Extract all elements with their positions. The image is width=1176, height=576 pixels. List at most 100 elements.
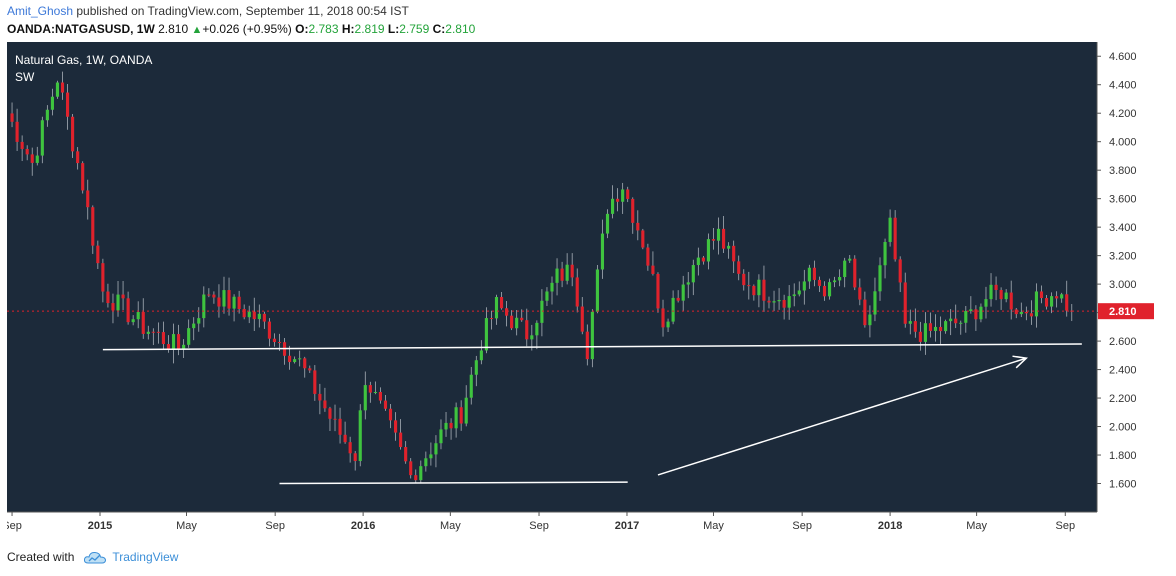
candle-body	[833, 280, 837, 283]
candle-body	[419, 466, 423, 481]
candle-body	[86, 190, 90, 208]
support-line	[102, 343, 1082, 351]
candle-body	[1070, 310, 1074, 312]
candle-body	[505, 308, 509, 316]
x-tick-label: May	[703, 520, 724, 532]
candle-body	[898, 259, 902, 283]
candle-body	[348, 442, 352, 454]
x-tick-label: 2017	[615, 520, 639, 532]
candle-body	[722, 228, 726, 249]
candle-body	[192, 323, 196, 329]
candle-body	[298, 358, 302, 360]
price-axis[interactable]	[1097, 42, 1169, 512]
candle-body	[81, 163, 85, 191]
candle-body	[202, 294, 206, 319]
candle-body	[197, 318, 201, 324]
tradingview-link[interactable]: TradingView	[112, 550, 179, 564]
y-tick-label: 3.000	[1109, 279, 1137, 291]
candle-body	[414, 475, 418, 481]
y-tick-label: 3.800	[1109, 165, 1137, 177]
candle-body	[20, 141, 24, 149]
candle-body	[353, 453, 357, 462]
candle-body	[439, 429, 443, 444]
tradingview-logo-icon	[84, 551, 107, 563]
candle-body	[585, 331, 589, 360]
chart-container[interactable]: 1.6001.8002.0002.2002.4002.6002.8003.000…	[2, 42, 1169, 540]
candle-body	[979, 306, 983, 320]
footer: Created with TradingView	[7, 550, 178, 564]
candle-body	[661, 308, 665, 328]
candle-body	[706, 239, 710, 262]
candle-body	[494, 297, 499, 319]
last-price: 2.810	[158, 22, 189, 36]
candle-body	[883, 241, 887, 266]
x-tick-label: 2015	[88, 520, 112, 532]
author-link[interactable]: Amit_Ghosh	[7, 4, 74, 18]
x-tick-label: Sep	[1055, 520, 1075, 532]
candle-body	[126, 298, 130, 323]
trend-arrow	[657, 357, 1027, 476]
last-price-tag	[1098, 303, 1154, 320]
candle-body	[525, 320, 529, 340]
candle-body	[358, 410, 362, 462]
candle-body	[969, 309, 973, 312]
candle-body	[187, 328, 191, 345]
candle-body	[858, 287, 862, 300]
candle-body	[1029, 313, 1033, 317]
candle-body	[10, 113, 14, 122]
candle-body	[838, 277, 842, 281]
candle-body	[873, 291, 877, 315]
candle-body	[1044, 298, 1049, 307]
candle-body	[691, 265, 695, 283]
candle-body	[913, 321, 917, 332]
candle-body	[812, 267, 816, 280]
candle-body	[928, 323, 933, 331]
created-with-text: Created with	[7, 550, 75, 564]
candle-body	[555, 268, 559, 283]
candle-body	[363, 385, 367, 411]
candle-body	[424, 458, 428, 467]
candle-body	[848, 258, 852, 261]
candle-body	[782, 299, 786, 308]
candle-body	[479, 350, 483, 361]
candle-body	[752, 285, 756, 296]
arrow-head	[1012, 355, 1028, 369]
candle-body	[156, 331, 160, 333]
candle-body	[933, 326, 938, 331]
y-tick-label: 2.000	[1109, 422, 1137, 434]
x-tick-label: 2016	[351, 520, 375, 532]
candle-body	[580, 306, 584, 332]
candle-body	[459, 407, 463, 424]
candle-body	[91, 207, 95, 246]
x-tick-label: May	[966, 520, 987, 532]
candle-body	[177, 334, 181, 350]
candle-body	[35, 155, 39, 163]
candle-body	[974, 309, 978, 320]
candle-body	[711, 239, 716, 241]
candle-body	[217, 297, 221, 307]
candle-body	[116, 294, 120, 311]
close-value: 2.810	[445, 22, 476, 36]
candle-body	[888, 217, 892, 242]
legend-title: Natural Gas, 1W, OANDA	[15, 53, 152, 67]
candle-body	[545, 291, 549, 301]
candle-body	[565, 264, 569, 281]
price-chart[interactable]: 1.6001.8002.0002.2002.4002.6002.8003.000…	[2, 42, 1169, 540]
close-label: C:	[432, 22, 446, 36]
time-axis[interactable]	[7, 512, 1169, 540]
candle-body	[1034, 291, 1039, 317]
publish-text: published on TradingView.com, September …	[76, 4, 409, 18]
candle-body	[530, 335, 534, 340]
candle-body	[656, 273, 660, 309]
candle-body	[323, 400, 327, 409]
candle-body	[1060, 294, 1064, 299]
candle-body	[25, 148, 29, 155]
candle-body	[737, 261, 741, 274]
candles	[10, 71, 1074, 483]
candle-body	[293, 359, 297, 363]
candle-body	[727, 245, 731, 249]
candle-body	[469, 374, 473, 398]
candle-body	[908, 321, 912, 324]
candle-body	[338, 418, 342, 435]
candle-body	[767, 300, 771, 303]
